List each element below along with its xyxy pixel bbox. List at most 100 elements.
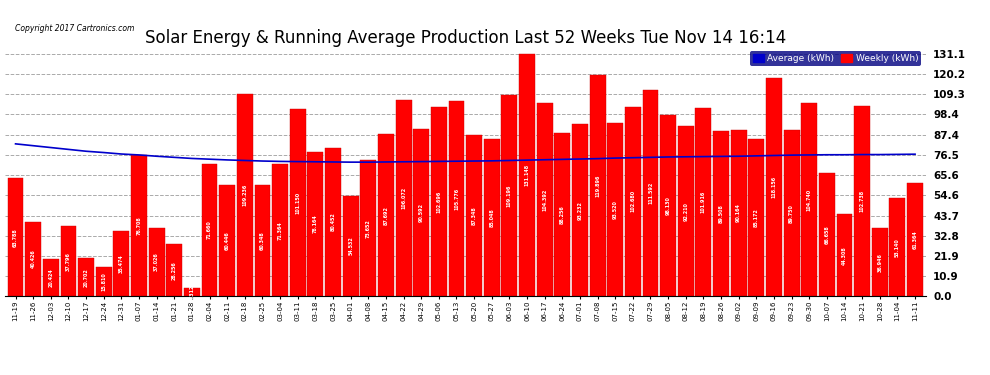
Text: 93.520: 93.520	[613, 200, 618, 219]
Text: 85.048: 85.048	[489, 209, 494, 227]
Text: 101.916: 101.916	[701, 191, 706, 213]
Bar	[60, 226, 76, 296]
Text: 102.680: 102.680	[631, 190, 636, 213]
Bar	[8, 178, 24, 296]
Bar	[43, 258, 58, 296]
Bar	[484, 139, 500, 296]
Text: 101.150: 101.150	[295, 192, 300, 214]
Bar	[272, 164, 288, 296]
Bar	[731, 130, 746, 296]
Text: 102.696: 102.696	[437, 190, 442, 213]
Bar	[360, 160, 376, 296]
Bar	[396, 100, 412, 296]
Bar	[184, 288, 200, 296]
Bar	[343, 195, 358, 296]
Bar	[519, 54, 535, 296]
Bar	[537, 104, 552, 296]
Text: 36.946: 36.946	[877, 253, 882, 272]
Bar	[466, 135, 482, 296]
Text: 109.236: 109.236	[243, 184, 248, 207]
Text: 60.446: 60.446	[225, 231, 230, 250]
Bar	[114, 231, 130, 296]
Text: 87.348: 87.348	[471, 206, 476, 225]
Text: 66.658: 66.658	[825, 225, 830, 244]
Bar	[837, 214, 852, 296]
Bar	[25, 222, 42, 296]
Text: 106.072: 106.072	[401, 187, 406, 209]
Text: 104.392: 104.392	[543, 189, 547, 211]
Bar	[148, 228, 164, 296]
Text: 54.532: 54.532	[348, 237, 353, 255]
Bar	[431, 106, 446, 296]
Bar	[713, 131, 729, 296]
Text: 20.424: 20.424	[49, 268, 53, 287]
Text: 63.788: 63.788	[13, 228, 18, 247]
Bar	[766, 78, 782, 296]
Text: 44.308: 44.308	[842, 246, 847, 265]
Bar	[78, 258, 94, 296]
Text: 71.660: 71.660	[207, 221, 212, 240]
Text: 90.164: 90.164	[737, 204, 742, 222]
Bar	[413, 129, 429, 296]
Bar	[502, 94, 518, 296]
Bar	[784, 130, 800, 296]
Bar	[166, 244, 182, 296]
Bar	[219, 184, 236, 296]
Text: 118.156: 118.156	[771, 176, 776, 198]
Text: 28.256: 28.256	[172, 261, 177, 279]
Bar	[96, 267, 112, 296]
Bar	[131, 154, 147, 296]
Bar	[872, 228, 888, 296]
Bar	[237, 94, 252, 296]
Bar	[643, 90, 658, 296]
Bar	[678, 126, 694, 296]
Bar	[607, 123, 623, 296]
Bar	[625, 106, 641, 296]
Text: 71.364: 71.364	[277, 221, 282, 240]
Text: 105.776: 105.776	[454, 188, 459, 210]
Bar	[854, 106, 870, 296]
Text: 20.702: 20.702	[83, 268, 88, 286]
Text: 60.348: 60.348	[260, 231, 265, 250]
Text: 15.810: 15.810	[101, 272, 106, 291]
Bar	[590, 75, 606, 296]
Bar	[325, 148, 341, 296]
Text: 4.312: 4.312	[189, 285, 194, 300]
Legend: Average (kWh), Weekly (kWh): Average (kWh), Weekly (kWh)	[750, 51, 921, 66]
Text: 111.592: 111.592	[648, 182, 653, 204]
Text: 104.740: 104.740	[807, 189, 812, 211]
Bar	[290, 110, 306, 296]
Text: 73.652: 73.652	[365, 219, 371, 238]
Bar	[448, 101, 464, 296]
Title: Solar Energy & Running Average Production Last 52 Weeks Tue Nov 14 16:14: Solar Energy & Running Average Productio…	[145, 29, 786, 47]
Bar	[554, 133, 570, 296]
Bar	[907, 183, 923, 296]
Text: 61.364: 61.364	[913, 230, 918, 249]
Text: 37.026: 37.026	[154, 253, 159, 272]
Text: Copyright 2017 Cartronics.com: Copyright 2017 Cartronics.com	[15, 24, 135, 33]
Text: 53.140: 53.140	[895, 238, 900, 256]
Text: 93.232: 93.232	[577, 201, 582, 220]
Text: 87.692: 87.692	[383, 206, 388, 225]
Bar	[202, 164, 218, 296]
Text: 119.896: 119.896	[595, 174, 600, 197]
Text: 92.210: 92.210	[683, 202, 688, 220]
Bar	[572, 124, 588, 296]
Text: 80.452: 80.452	[331, 213, 336, 231]
Text: 131.148: 131.148	[525, 164, 530, 186]
Text: 98.130: 98.130	[665, 196, 670, 215]
Bar	[308, 152, 324, 296]
Bar	[660, 115, 676, 296]
Text: 89.750: 89.750	[789, 204, 794, 223]
Bar	[254, 185, 270, 296]
Text: 76.708: 76.708	[137, 216, 142, 235]
Text: 89.508: 89.508	[719, 204, 724, 223]
Bar	[819, 173, 835, 296]
Bar	[695, 108, 712, 296]
Text: 88.256: 88.256	[559, 206, 565, 224]
Text: 90.592: 90.592	[419, 203, 424, 222]
Text: 40.426: 40.426	[31, 249, 36, 268]
Bar	[378, 134, 394, 296]
Text: 109.196: 109.196	[507, 184, 512, 207]
Text: 35.474: 35.474	[119, 254, 124, 273]
